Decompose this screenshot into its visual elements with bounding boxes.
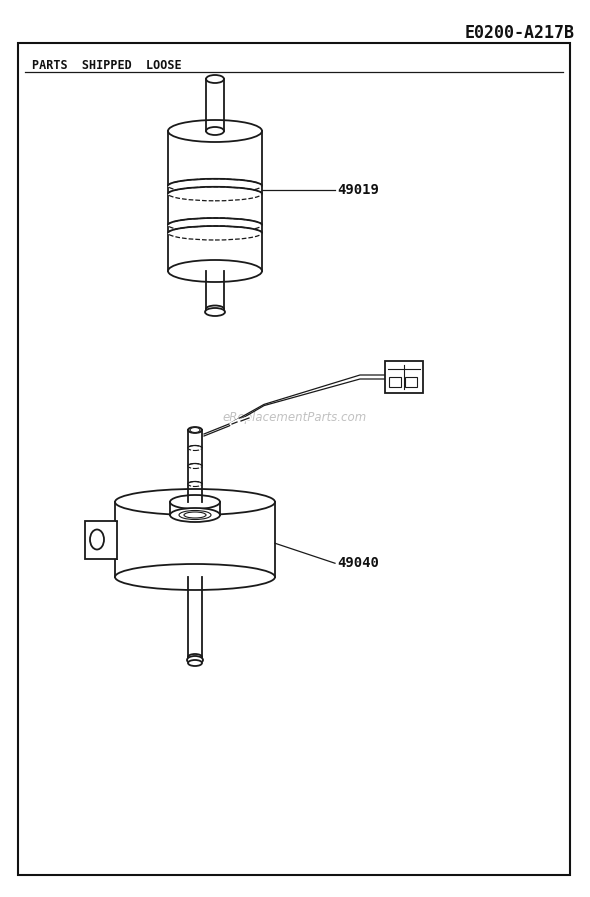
Ellipse shape — [205, 308, 225, 316]
Ellipse shape — [188, 654, 202, 660]
Ellipse shape — [168, 179, 262, 193]
Ellipse shape — [184, 512, 206, 518]
Text: eReplacementParts.com: eReplacementParts.com — [223, 411, 367, 423]
Ellipse shape — [168, 260, 262, 282]
Ellipse shape — [188, 464, 202, 468]
Ellipse shape — [206, 127, 224, 135]
Text: E0200-A217B: E0200-A217B — [465, 24, 575, 42]
Text: PARTS  SHIPPED  LOOSE: PARTS SHIPPED LOOSE — [32, 59, 182, 72]
Bar — [389, 377, 401, 387]
Bar — [405, 377, 417, 387]
Ellipse shape — [206, 75, 224, 83]
Text: 49040: 49040 — [337, 556, 379, 570]
Ellipse shape — [188, 446, 202, 450]
Ellipse shape — [168, 120, 262, 142]
Ellipse shape — [115, 489, 275, 515]
Ellipse shape — [188, 427, 202, 433]
Text: 49019: 49019 — [337, 183, 379, 196]
Ellipse shape — [168, 226, 262, 240]
Ellipse shape — [206, 306, 224, 312]
Bar — [85, 520, 117, 559]
Ellipse shape — [168, 187, 262, 201]
Ellipse shape — [168, 218, 262, 232]
Ellipse shape — [90, 529, 104, 550]
Ellipse shape — [190, 428, 200, 432]
Bar — [385, 361, 423, 393]
Ellipse shape — [188, 482, 202, 486]
Ellipse shape — [187, 656, 203, 664]
Ellipse shape — [188, 660, 202, 666]
Ellipse shape — [170, 495, 220, 509]
Ellipse shape — [170, 508, 220, 522]
Ellipse shape — [179, 510, 211, 519]
Ellipse shape — [115, 564, 275, 590]
